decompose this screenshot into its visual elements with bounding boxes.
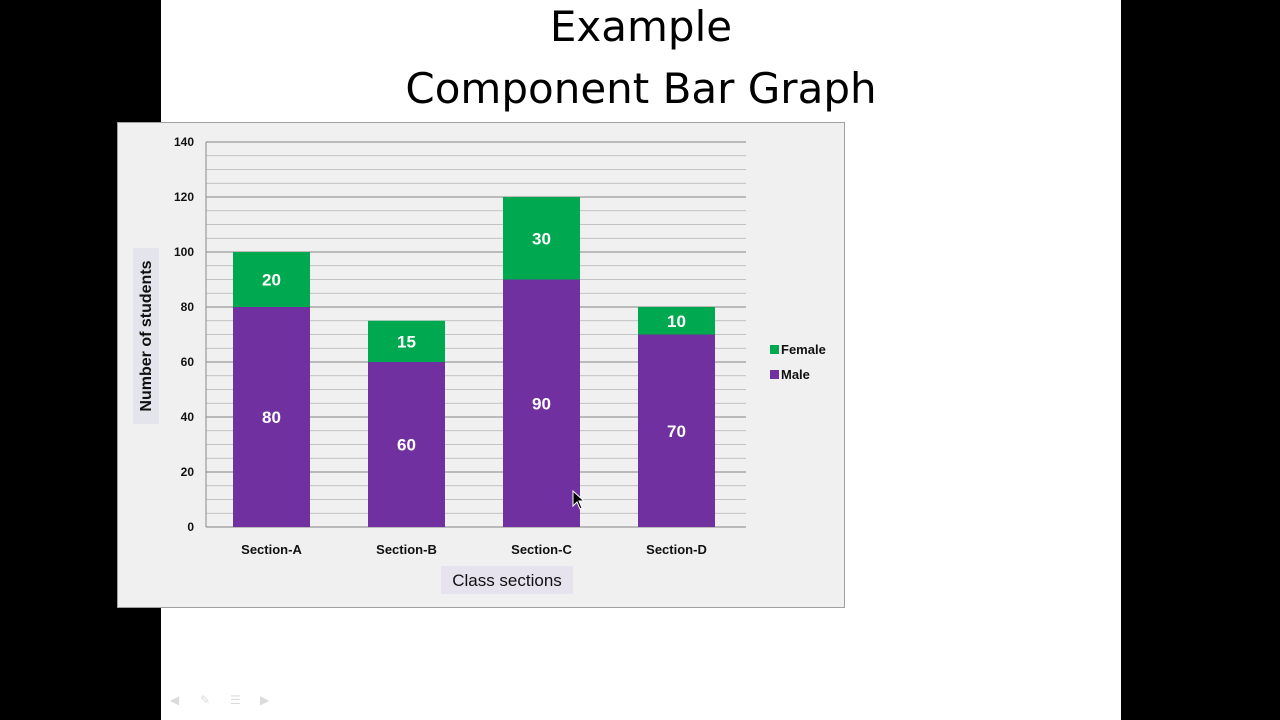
data-label: 80	[262, 408, 281, 427]
legend-swatch-female	[770, 345, 779, 354]
previous-arrow-icon[interactable]: ◀	[170, 693, 180, 707]
slide-nav-controls[interactable]: ◀ ✎ ☰ ▶	[170, 694, 290, 710]
legend-swatch-male	[770, 370, 779, 379]
data-label: 10	[667, 312, 686, 331]
menu-icon[interactable]: ☰	[230, 693, 241, 707]
legend-label-male: Male	[781, 367, 810, 382]
y-tick-label: 0	[187, 520, 194, 534]
y-axis-label: Number of students	[138, 260, 155, 411]
bar-segment-female	[638, 307, 715, 335]
x-axis-label-background	[441, 566, 573, 594]
y-tick-label: 140	[174, 135, 194, 149]
bar-segment-male	[638, 334, 715, 527]
bar-segment-male	[368, 362, 445, 527]
y-tick-label: 60	[181, 355, 195, 369]
y-tick-label: 40	[181, 410, 195, 424]
y-tick-labels: 0 20 40 60 80 100 120 140	[174, 135, 194, 534]
x-category-labels: Section-A Section-B Section-C Section-D	[241, 542, 707, 557]
chart-frame: 80 20 60 15 90 30 70 10 0 20 40 60 80 100 120 140 Sect…	[117, 122, 845, 608]
x-axis-label: Class sections	[452, 571, 562, 590]
y-tick-label: 120	[174, 190, 194, 204]
y-tick-label: 80	[181, 300, 195, 314]
x-category-label: Section-C	[511, 542, 572, 557]
bar-segment-female	[368, 320, 445, 362]
pen-icon[interactable]: ✎	[200, 693, 211, 707]
data-label: 15	[397, 332, 416, 351]
legend: Female Male	[770, 342, 826, 382]
data-label: 60	[397, 436, 416, 455]
bar-segment-female	[503, 197, 580, 280]
data-label: 20	[262, 271, 281, 290]
data-label: 90	[532, 394, 551, 413]
x-category-label: Section-A	[241, 542, 302, 557]
y-tick-label: 100	[174, 245, 194, 259]
slide-title-line-2: Component Bar Graph	[405, 64, 877, 113]
mouse-cursor-icon	[572, 490, 586, 510]
next-arrow-icon[interactable]: ▶	[260, 693, 270, 707]
bar-segment-female	[233, 252, 310, 307]
stacked-bar-chart: 80 20 60 15 90 30 70 10 0 20 40 60 80 100 120 140 Sect…	[133, 135, 826, 594]
bars: 80 20 60 15 90 30 70 10	[233, 197, 715, 527]
slide-title-line-1: Example	[549, 2, 733, 51]
y-axis-label-background	[133, 248, 159, 424]
x-category-label: Section-D	[646, 542, 707, 557]
bar-segment-male	[233, 307, 310, 527]
y-tick-label: 20	[181, 465, 195, 479]
data-label: 30	[532, 229, 551, 248]
legend-label-female: Female	[781, 342, 826, 357]
data-label: 70	[667, 422, 686, 441]
x-category-label: Section-B	[376, 542, 437, 557]
bar-segment-male	[503, 279, 580, 527]
